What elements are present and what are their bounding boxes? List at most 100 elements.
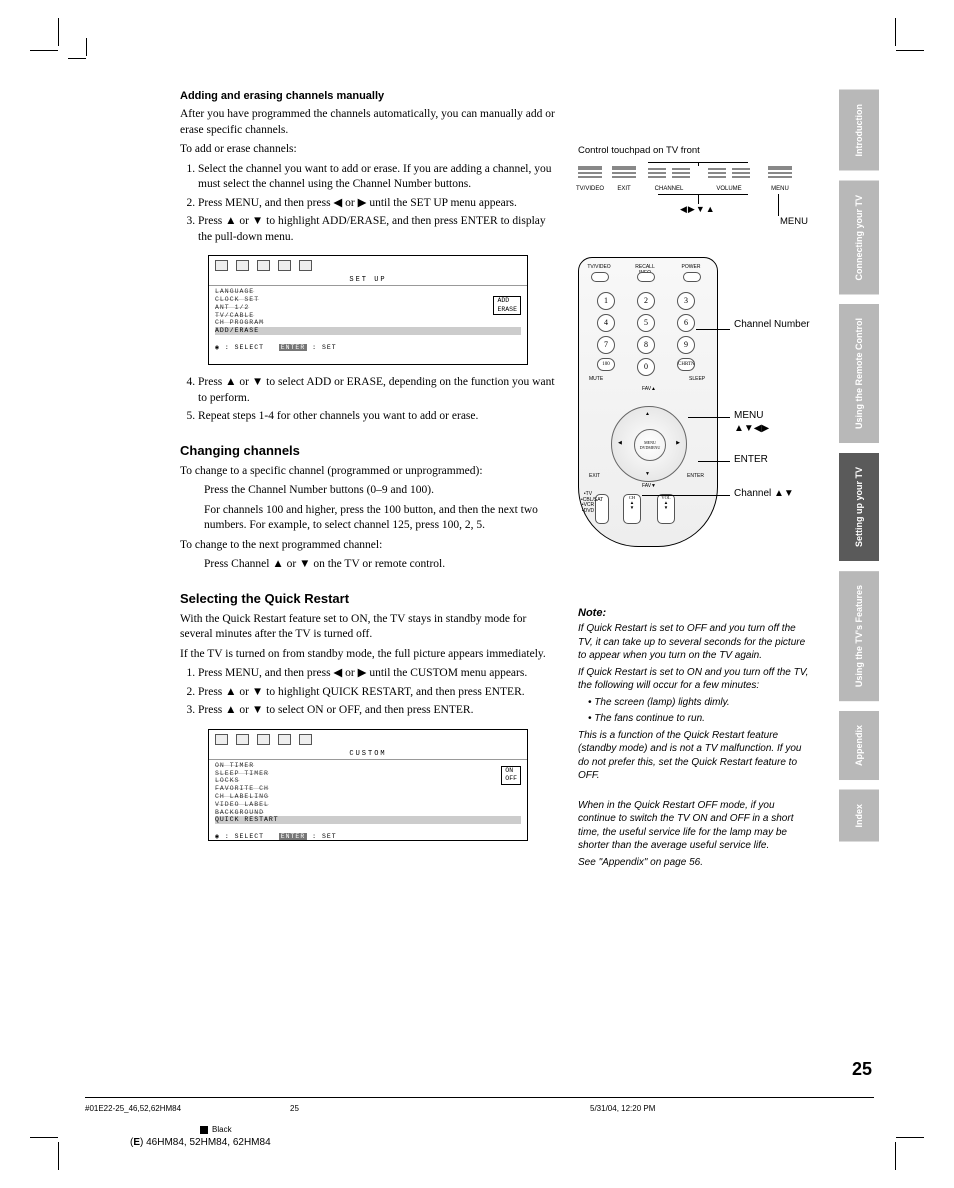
menu-items: LANGUAGE CLOCK SET ANT 1/2 TV/CABLE CH P… <box>209 286 527 337</box>
steps-list: Press MENU, and then press ◀ or ▶ until … <box>198 666 560 719</box>
steps-list: Select the channel you want to add or er… <box>198 162 560 246</box>
body-text: With the Quick Restart feature set to ON… <box>180 612 560 643</box>
note-text: If Quick Restart is set to OFF and you t… <box>578 622 813 663</box>
osd-setup-menu: SET UP LANGUAGE CLOCK SET ANT 1/2 TV/CAB… <box>208 255 528 365</box>
tab-features: Using the TV's Features <box>839 571 879 701</box>
footer-divider <box>85 1097 874 1098</box>
menu-title: CUSTOM <box>209 749 527 760</box>
body-text: For channels 100 and higher, press the 1… <box>204 503 560 534</box>
menu-item: CH PROGRAM <box>215 319 521 327</box>
footer-page: 25 <box>290 1104 299 1113</box>
right-column: Control touchpad on TV front TV/VIDEO EX… <box>578 145 813 872</box>
footer-filename: #01E22-25_46,52,62HM84 <box>85 1104 181 1113</box>
footer-models: (E) 46HM84, 52HM84, 62HM84 <box>130 1137 271 1148</box>
footer-color-plate: Black <box>200 1125 232 1134</box>
steps-list: Press ▲ or ▼ to select ADD or ERASE, dep… <box>198 375 560 425</box>
menu-title: SET UP <box>209 275 527 286</box>
menu-item: SLEEP TIMER <box>215 770 521 778</box>
touchpad-diagram: TV/VIDEO EXIT CHANNEL VOLUME MENU ◀▶▼▲ M… <box>578 162 808 217</box>
menu-item: BACKGROUND <box>215 809 521 817</box>
number-button: 3 <box>677 292 695 310</box>
model-list: 46HM84, 52HM84, 62HM84 <box>146 1137 271 1148</box>
page-number: 25 <box>852 1059 872 1080</box>
step: Repeat steps 1-4 for other channels you … <box>198 409 560 425</box>
number-button: 100 <box>597 358 615 371</box>
body-text: Press Channel ▲ or ▼ on the TV or remote… <box>204 557 560 573</box>
menu-footer: ◉ : SELECT ENTER : SET <box>209 826 527 846</box>
menu-item: LANGUAGE <box>215 288 521 296</box>
body-text: To change to a specific channel (program… <box>180 464 560 480</box>
section-tabs: Introduction Connecting your TV Using th… <box>839 90 879 842</box>
touchpad-label: EXIT <box>612 186 636 192</box>
submenu-item: ERASE <box>497 306 517 314</box>
tab-introduction: Introduction <box>839 90 879 171</box>
ch-button: CH▲▼ <box>623 494 641 524</box>
tab-remote: Using the Remote Control <box>839 304 879 443</box>
menu-item: VIDEO LABEL <box>215 801 521 809</box>
submenu: ADD ERASE <box>493 296 521 315</box>
connector-line <box>698 194 699 204</box>
crop-mark <box>896 50 924 51</box>
annotation: Channel ▲▼ <box>734 488 794 499</box>
arrow-symbols: ◀▶▼▲ <box>680 204 716 215</box>
touchpad-label: CHANNEL <box>648 186 690 192</box>
tab-setting-up: Setting up your TV <box>839 453 879 561</box>
osd-custom-menu: CUSTOM ON TIMER SLEEP TIMER LOCKS FAVORI… <box>208 729 528 841</box>
annotation: MENU <box>734 410 763 421</box>
note-text: This is a function of the Quick Restart … <box>578 729 813 783</box>
tab-index: Index <box>839 790 879 842</box>
heading-quick-restart: Selecting the Quick Restart <box>180 591 560 606</box>
touchpad-button-icon <box>768 166 792 184</box>
step: Press ▲ or ▼ to highlight ADD/ERASE, and… <box>198 214 560 245</box>
step: Press MENU, and then press ◀ or ▶ until … <box>198 666 560 682</box>
menu-item: FAVORITE CH <box>215 785 521 793</box>
crop-mark <box>30 50 58 51</box>
submenu-item: OFF <box>505 775 517 783</box>
crop-mark <box>895 18 896 46</box>
touchpad-button-icon <box>578 166 602 184</box>
crop-mark <box>86 38 87 56</box>
connector-line <box>698 162 699 166</box>
touchpad-button-icon <box>612 166 636 184</box>
remote-button: CHRTN <box>677 358 695 371</box>
submenu: ON OFF <box>501 766 521 785</box>
crop-mark <box>30 1137 58 1138</box>
footer-timestamp: 5/31/04, 12:20 PM <box>590 1104 655 1113</box>
note-text: If Quick Restart is set to ON and you tu… <box>578 666 813 693</box>
note-bullet: • The screen (lamp) lights dimly. <box>588 696 813 710</box>
step: Press ▲ or ▼ to highlight QUICK RESTART,… <box>198 685 560 701</box>
annotation: ENTER <box>734 454 768 465</box>
touchpad-label: MENU <box>766 186 794 192</box>
remote-button <box>637 272 655 282</box>
touchpad-label: VOLUME <box>708 186 750 192</box>
touchpad-label: TV/VIDEO <box>574 186 606 192</box>
menu-item-highlighted: ADD/ERASE <box>215 327 521 335</box>
menu-item: LOCKS <box>215 777 521 785</box>
crop-mark <box>58 18 59 46</box>
step: Press ▲ or ▼ to select ADD or ERASE, dep… <box>198 375 560 406</box>
menu-icon-row <box>209 730 527 749</box>
crop-mark <box>895 1142 896 1170</box>
connector-line <box>658 194 748 195</box>
tab-appendix: Appendix <box>839 711 879 780</box>
touchpad-button-icon <box>648 166 690 184</box>
dpad-center: MENUDVDMENU <box>634 429 666 461</box>
heading-adding-erasing: Adding and erasing channels manually <box>180 90 560 102</box>
remote-button <box>591 272 609 282</box>
number-button: 1 <box>597 292 615 310</box>
body-text: To add or erase channels: <box>180 142 560 158</box>
body-text: After you have programmed the channels a… <box>180 107 560 138</box>
touchpad-button-icon <box>708 166 750 184</box>
remote-button <box>683 272 701 282</box>
page-content: Adding and erasing channels manually Aft… <box>180 90 884 872</box>
step: Select the channel you want to add or er… <box>198 162 560 193</box>
number-button: 4 <box>597 314 615 332</box>
number-button: 6 <box>677 314 695 332</box>
menu-icon-row <box>209 256 527 275</box>
connector-line <box>698 461 730 462</box>
menu-item: TV/CABLE <box>215 312 521 320</box>
number-button: 8 <box>637 336 655 354</box>
menu-item: CH LABELING <box>215 793 521 801</box>
number-button: 0 <box>637 358 655 376</box>
number-button: 9 <box>677 336 695 354</box>
